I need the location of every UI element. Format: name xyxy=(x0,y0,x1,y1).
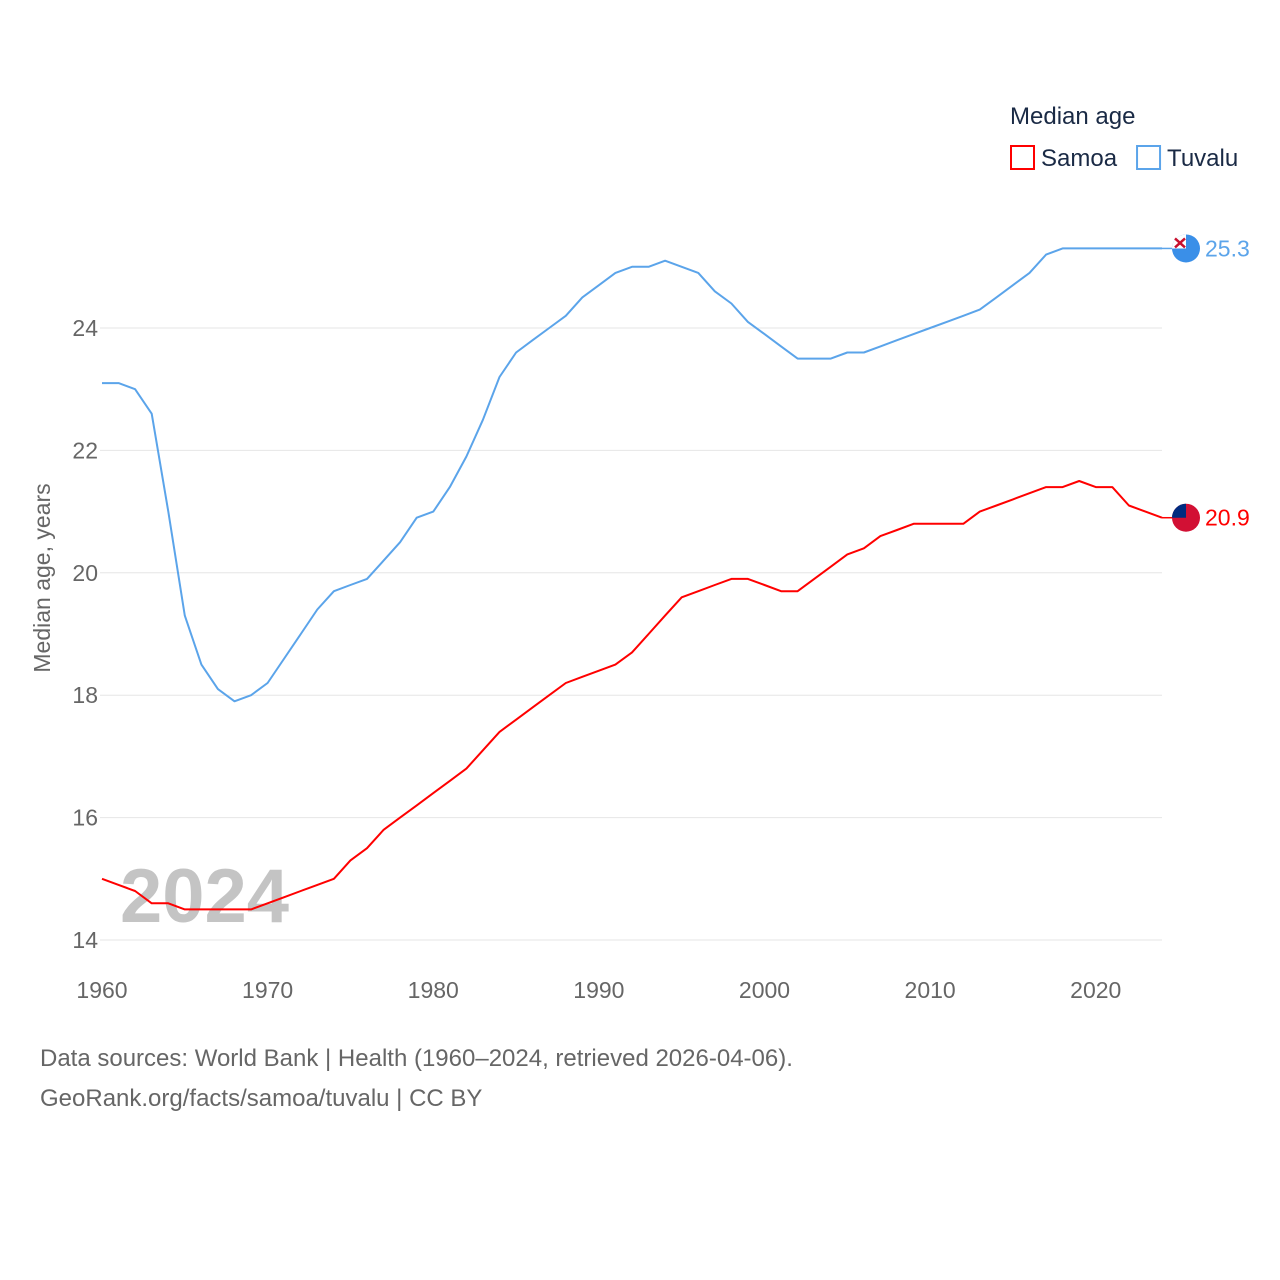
legend-swatch xyxy=(1010,145,1035,170)
x-tick-label: 1970 xyxy=(242,977,293,1003)
series-line-tuvalu xyxy=(102,247,1162,703)
y-tick-label: 22 xyxy=(72,437,98,463)
x-tick-label: 1960 xyxy=(76,977,127,1003)
samoa-flag-canton xyxy=(1172,503,1186,518)
legend-swatch xyxy=(1136,145,1162,170)
y-axis-label: Median age, years xyxy=(29,483,55,672)
x-tick-label: 2020 xyxy=(1070,977,1121,1003)
legend-item-tuvalu: Tuvalu xyxy=(1167,145,1238,172)
x-tick-label: 1980 xyxy=(408,977,459,1003)
y-tick-label: 20 xyxy=(72,560,98,586)
x-tick-label: 2010 xyxy=(905,977,956,1003)
tuvalu-union-jack xyxy=(1174,237,1186,249)
legend-item-samoa: Samoa xyxy=(1041,145,1118,172)
year-watermark: 2024 xyxy=(120,854,289,939)
y-tick-label: 18 xyxy=(72,682,98,708)
y-tick-label: 14 xyxy=(72,927,98,953)
legend-title: Median age xyxy=(1010,103,1135,130)
y-tick-label: 16 xyxy=(72,805,98,831)
x-tick-label: 2000 xyxy=(739,977,790,1003)
end-value-label: 20.9 xyxy=(1205,505,1250,531)
series-line-samoa xyxy=(101,480,1163,911)
end-value-label: 25.3 xyxy=(1205,235,1250,261)
attribution-link[interactable]: GeoRank.org/facts/samoa/tuvalu | CC BY xyxy=(40,1085,483,1112)
y-tick-label: 24 xyxy=(72,315,98,341)
data-sources-text: Data sources: World Bank | Health (1960–… xyxy=(40,1045,793,1072)
x-tick-label: 1990 xyxy=(573,977,624,1003)
